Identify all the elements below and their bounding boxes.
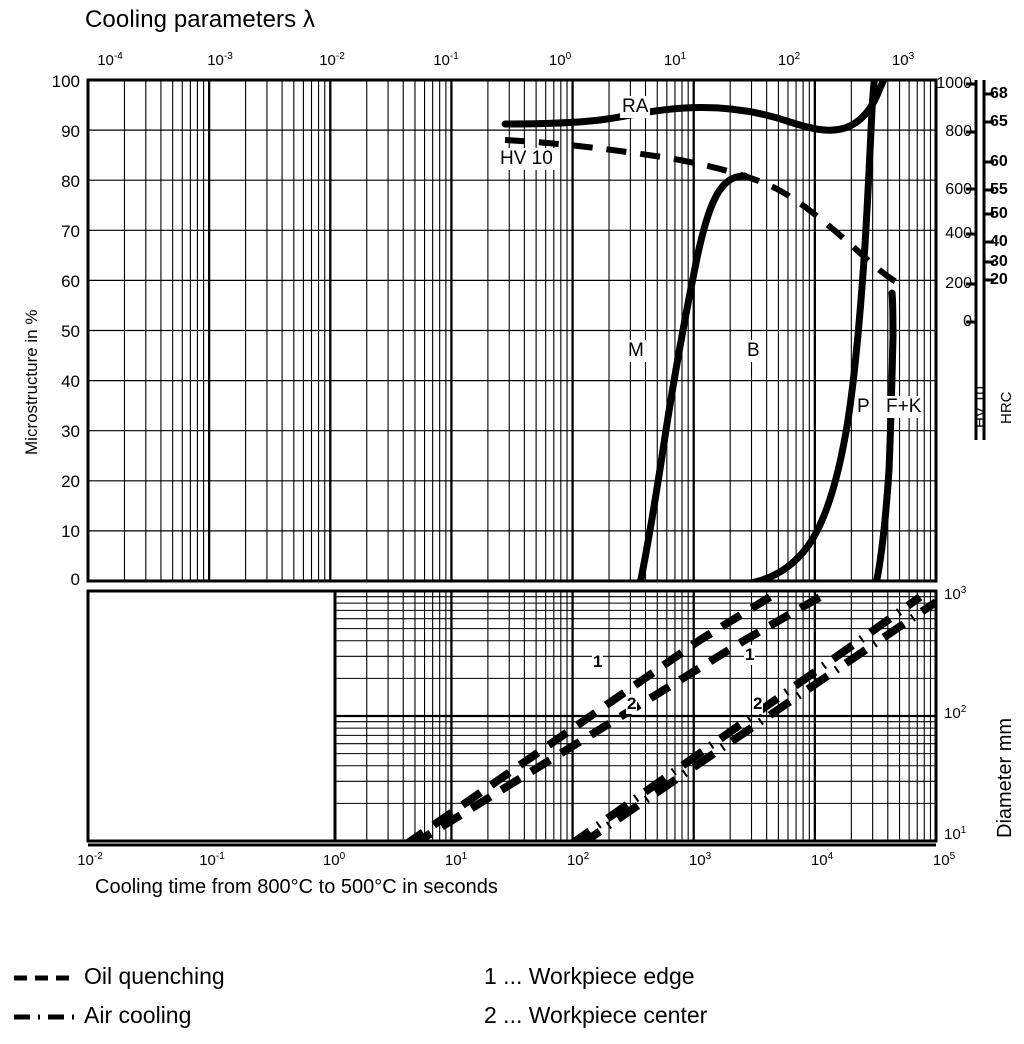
legend-note-workpiece-edge: 1 ... Workpiece edge xyxy=(484,963,695,990)
label-air-edge: 1 xyxy=(744,645,755,665)
label-oil-center: 2 xyxy=(626,694,637,714)
bottom-axis-tick-1e1: 101 xyxy=(424,852,488,869)
diameter-tick-1e3: 103 xyxy=(944,586,994,603)
curve-air-center xyxy=(580,602,936,845)
label-ferrite-carbide: F+K xyxy=(884,396,923,418)
legend-label-oil-quenching: Oil quenching xyxy=(84,963,225,990)
label-hv10: HV 10 xyxy=(498,148,555,170)
diameter-axis-title: Diameter mm xyxy=(994,718,1017,838)
curve-oil-edge xyxy=(405,597,770,845)
label-martensite: M xyxy=(626,340,646,362)
lower-panel-grid xyxy=(88,591,936,841)
label-ra: RA xyxy=(620,96,650,118)
bottom-axis-tick-1e2: 102 xyxy=(546,852,610,869)
bottom-axis-tick-1e0: 100 xyxy=(302,852,366,869)
curve-bainite xyxy=(745,74,875,584)
bottom-axis-tick-1e4: 104 xyxy=(790,852,854,869)
label-bainite: B xyxy=(745,340,762,362)
diameter-tick-1e2: 102 xyxy=(944,705,994,722)
curve-air-edge xyxy=(570,597,920,845)
diameter-tick-1e1: 101 xyxy=(944,826,994,843)
label-oil-edge: 1 xyxy=(592,652,603,672)
legend-label-air-cooling: Air cooling xyxy=(84,1002,191,1029)
label-air-center: 2 xyxy=(752,694,763,714)
bottom-axis-title: Cooling time from 800°C to 500°C in seco… xyxy=(95,876,498,899)
bottom-axis-tick-1e-1: 10-1 xyxy=(180,852,244,869)
bottom-axis-tick-1e-2: 10-2 xyxy=(58,852,122,869)
bottom-axis-tick-1e5: 105 xyxy=(912,852,976,869)
right-scale-bars xyxy=(966,80,994,440)
curve-hv10 xyxy=(505,140,900,284)
bottom-axis-tick-1e3: 103 xyxy=(668,852,732,869)
curve-ferrite-carbide xyxy=(876,293,893,584)
lower-panel-curves xyxy=(405,597,936,845)
legend-note-workpiece-center: 2 ... Workpiece center xyxy=(484,1002,707,1029)
upper-panel-curves xyxy=(505,70,900,584)
label-pearlite: P xyxy=(855,396,872,418)
